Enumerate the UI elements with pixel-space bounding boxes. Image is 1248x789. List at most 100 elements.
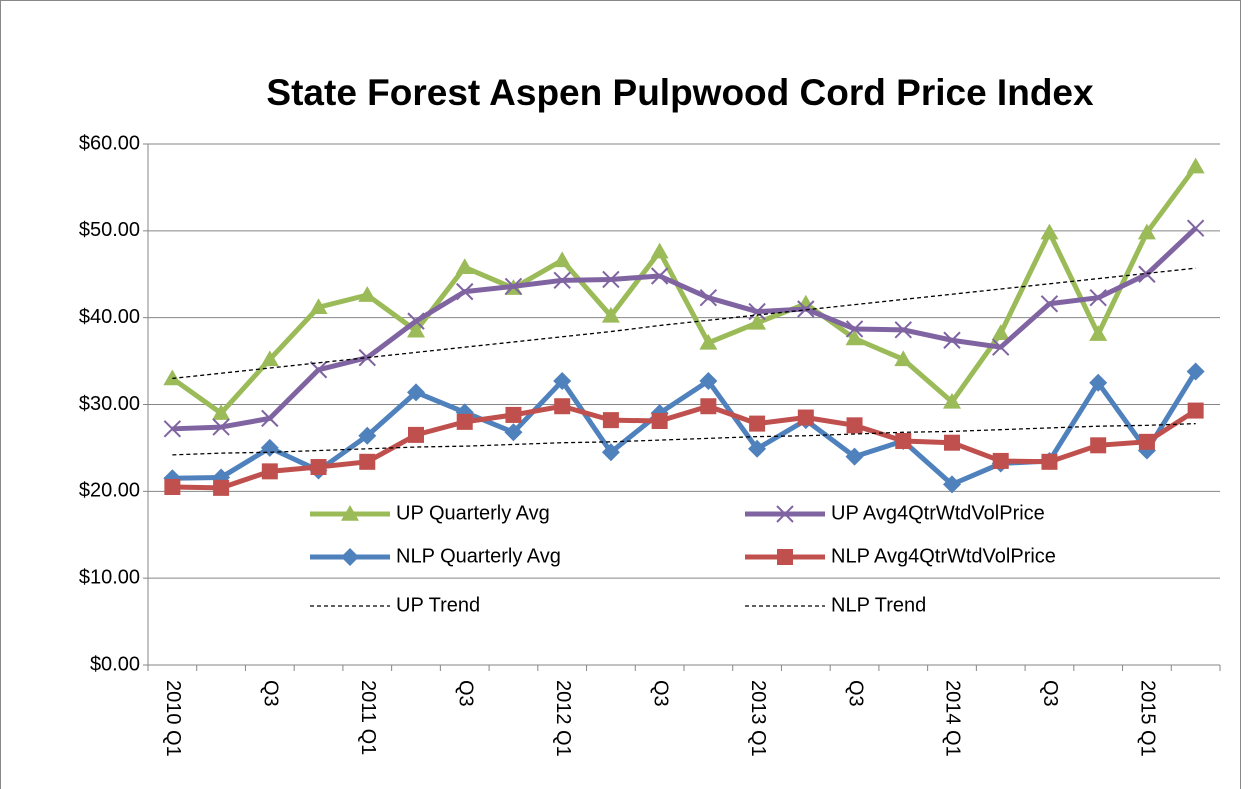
marker <box>846 417 863 434</box>
x-tick-label: Q3 <box>260 680 282 707</box>
marker <box>163 420 182 438</box>
marker <box>601 443 620 462</box>
legend-label: NLP Quarterly Avg <box>396 545 561 567</box>
x-tick-label: 2010 Q1 <box>162 680 184 757</box>
marker <box>553 271 571 290</box>
marker <box>212 418 230 436</box>
marker <box>845 320 864 338</box>
marker <box>1089 325 1108 341</box>
legend-marker <box>341 505 359 521</box>
marker <box>944 434 960 451</box>
marker <box>992 338 1010 356</box>
marker <box>309 361 328 379</box>
marker <box>1137 223 1156 240</box>
marker <box>943 392 961 409</box>
marker <box>845 329 864 346</box>
legend-marker <box>776 505 794 523</box>
marker <box>358 286 377 302</box>
x-tick-label: Q3 <box>1039 680 1061 707</box>
y-tick-label: $50.00 <box>79 219 140 241</box>
marker <box>456 282 474 301</box>
marker <box>1186 362 1205 381</box>
x-tick-label: 2011 Q1 <box>357 680 379 755</box>
series-line <box>172 403 1197 491</box>
y-tick-label: $0.00 <box>90 653 140 675</box>
y-tick-label: $60.00 <box>79 132 140 154</box>
marker <box>1040 223 1059 240</box>
marker <box>943 331 961 349</box>
marker <box>651 412 668 429</box>
marker <box>1187 402 1204 419</box>
marker <box>553 251 572 268</box>
marker <box>602 270 620 289</box>
marker <box>164 478 181 495</box>
marker <box>699 372 718 391</box>
marker <box>650 242 669 259</box>
marker <box>1041 453 1058 470</box>
marker <box>601 306 620 323</box>
marker <box>845 447 864 466</box>
marker <box>213 479 230 496</box>
marker <box>894 350 913 367</box>
legend-marker <box>777 549 793 565</box>
marker <box>943 475 961 494</box>
marker <box>1138 433 1155 450</box>
y-tick-label: $20.00 <box>79 480 140 502</box>
marker <box>310 459 327 476</box>
marker <box>699 333 718 350</box>
marker <box>554 398 571 415</box>
marker <box>504 277 523 296</box>
x-tick-label: 2014 Q1 <box>942 680 964 757</box>
x-tick-label: Q3 <box>844 680 866 707</box>
marker <box>309 298 328 314</box>
marker <box>407 312 425 330</box>
marker <box>797 409 814 426</box>
marker <box>1090 437 1107 454</box>
y-tick-label: $10.00 <box>79 566 140 588</box>
chart-title: State Forest Aspen Pulpwood Cord Price I… <box>266 72 1094 113</box>
marker <box>261 463 278 480</box>
y-tick-label: $40.00 <box>79 306 140 328</box>
trend-line <box>172 267 1196 380</box>
marker <box>456 413 473 430</box>
marker <box>505 406 522 423</box>
marker <box>408 426 424 443</box>
marker <box>359 453 376 470</box>
marker <box>1040 295 1059 313</box>
marker <box>553 372 572 391</box>
marker <box>894 321 912 339</box>
marker <box>602 412 619 429</box>
marker <box>797 300 815 318</box>
marker <box>1089 288 1107 307</box>
legend-marker <box>341 548 359 566</box>
marker <box>992 452 1009 469</box>
marker <box>455 258 474 275</box>
marker <box>260 350 279 367</box>
legend-label: UP Quarterly Avg <box>396 502 550 524</box>
x-tick-label: 2012 Q1 <box>552 680 574 757</box>
x-tick-label: 2015 Q1 <box>1137 680 1159 757</box>
marker <box>748 313 767 330</box>
x-tick-label: Q3 <box>454 680 476 707</box>
legend-label: UP Trend <box>396 594 480 616</box>
marker <box>358 426 377 445</box>
marker <box>1138 265 1156 283</box>
marker <box>504 423 523 442</box>
series-line <box>170 165 1198 416</box>
legend-label: NLP Avg4QtrWtdVolPrice <box>831 545 1056 567</box>
marker <box>699 288 718 307</box>
marker <box>796 294 815 311</box>
marker <box>1089 373 1108 392</box>
marker <box>748 302 766 321</box>
trend-line <box>172 422 1196 456</box>
marker <box>407 321 425 338</box>
marker <box>700 398 717 415</box>
marker <box>748 439 767 458</box>
marker <box>212 404 231 420</box>
legend-label: NLP Trend <box>831 594 926 616</box>
marker <box>407 383 425 402</box>
marker <box>1186 157 1205 174</box>
marker <box>261 409 279 428</box>
